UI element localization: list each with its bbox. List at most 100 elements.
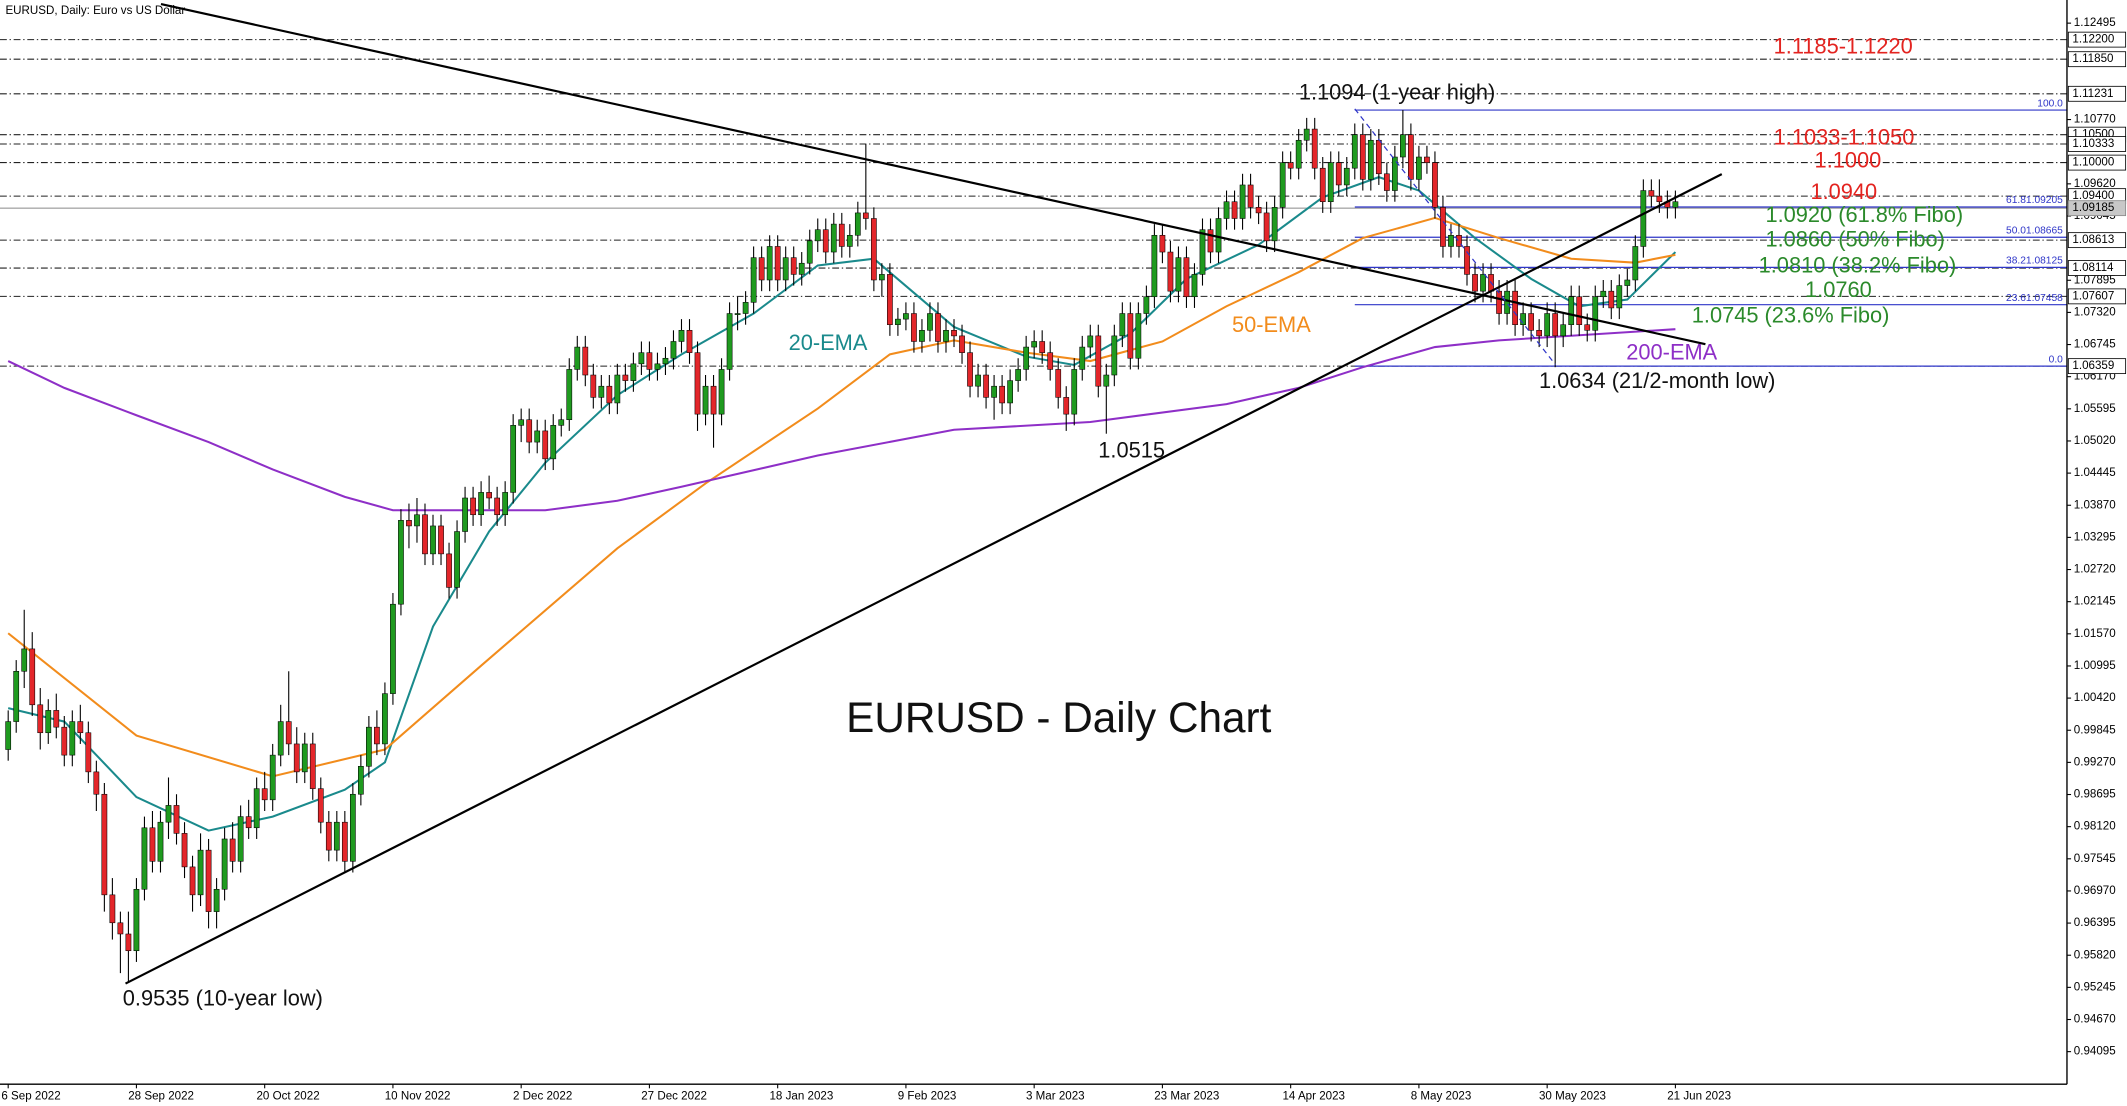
y-tick-label: 1.02720 xyxy=(2074,564,2116,576)
candle-body xyxy=(686,330,693,353)
y-tick-label: 1.06170 xyxy=(2074,371,2116,383)
candle-body xyxy=(149,827,156,862)
candle-body xyxy=(798,262,805,275)
candle-body xyxy=(109,894,116,924)
y-tick-label: 0.99270 xyxy=(2074,756,2116,768)
candle-body xyxy=(646,352,653,370)
candle-body xyxy=(1191,274,1198,298)
candle-body xyxy=(1608,290,1615,309)
candle-body xyxy=(582,346,589,376)
candle-body xyxy=(414,514,420,527)
candle-body xyxy=(1239,184,1246,219)
x-tick-label: 20 Oct 2022 xyxy=(256,1091,319,1103)
candle-body xyxy=(1504,290,1510,314)
candle-body xyxy=(277,721,284,756)
candle-body xyxy=(1039,341,1046,353)
candle-body xyxy=(502,492,509,516)
annotation: 1.1185-1.1220 xyxy=(1774,33,1913,58)
price-box xyxy=(2067,154,2127,171)
candle-body xyxy=(1279,162,1286,208)
fibo-label: 61.81.09205 xyxy=(2006,195,2063,206)
candle-body xyxy=(814,229,821,242)
y-tick-label: 1.07320 xyxy=(2074,306,2116,318)
y-tick-label: 0.95245 xyxy=(2074,981,2116,993)
candle-body xyxy=(261,788,268,801)
candle-body xyxy=(927,313,933,331)
candle-body xyxy=(1231,201,1238,219)
candle-body xyxy=(870,218,877,281)
price-box xyxy=(2067,51,2127,68)
candle-body xyxy=(1103,374,1110,387)
x-tick-label: 23 Mar 2023 xyxy=(1154,1091,1219,1103)
candle-body xyxy=(1408,134,1414,180)
x-tick-label: 21 Jun 2023 xyxy=(1667,1091,1731,1103)
x-tick-label: 10 Nov 2022 xyxy=(385,1091,451,1103)
candle-body xyxy=(1440,207,1446,247)
candle-body xyxy=(1584,324,1591,331)
candle-body xyxy=(1175,257,1182,292)
candle-body xyxy=(1303,128,1310,141)
candle-body xyxy=(1359,134,1366,180)
candle-body xyxy=(959,335,965,353)
candle-body xyxy=(550,425,557,460)
candle-body xyxy=(670,341,677,359)
candle-body xyxy=(237,816,244,862)
y-tick-label: 0.99845 xyxy=(2074,724,2116,736)
x-tick-label: 3 Mar 2023 xyxy=(1026,1091,1085,1103)
candle-body xyxy=(1319,167,1326,203)
fibo-ratio: 0.0 xyxy=(2049,354,2064,365)
candle-body xyxy=(638,352,645,365)
candle-body xyxy=(662,357,669,365)
y-tick-label: 1.03295 xyxy=(2074,531,2116,543)
price-box-label: 1.11850 xyxy=(2072,53,2113,65)
candle-body xyxy=(438,525,444,555)
annotation: 1.0860 (50% Fibo) xyxy=(1765,227,1944,252)
x-tick-label: 30 May 2023 xyxy=(1539,1091,1606,1103)
price-box-label: 1.08114 xyxy=(2072,262,2114,274)
candle-body xyxy=(943,330,949,342)
candle-body xyxy=(1263,212,1270,242)
ema-line xyxy=(7,176,1677,832)
candle-body xyxy=(398,520,404,605)
candle-body xyxy=(181,833,188,868)
candle-body xyxy=(1071,369,1078,415)
candle-body xyxy=(967,352,973,387)
candle-body xyxy=(1063,397,1070,415)
y-tick-label: 1.00420 xyxy=(2074,692,2116,704)
candle-body xyxy=(133,888,140,952)
candle-body xyxy=(253,788,260,829)
candle-body xyxy=(1055,369,1062,398)
candle-body xyxy=(213,888,220,912)
x-tick-label: 2 Dec 2022 xyxy=(513,1091,572,1103)
candle-body xyxy=(5,721,12,750)
candle-body xyxy=(1095,335,1102,387)
candle-body xyxy=(21,648,28,672)
candle-body xyxy=(678,330,685,342)
candle-body xyxy=(125,933,132,952)
candle-body xyxy=(919,330,925,342)
annotation: 1.0515 xyxy=(1098,437,1165,462)
candle-body xyxy=(1031,341,1038,348)
candle-body xyxy=(1143,296,1150,314)
price-box-label: 1.09400 xyxy=(2072,190,2114,202)
candle-body xyxy=(1496,290,1502,314)
y-tick-label: 1.03870 xyxy=(2074,499,2116,511)
candle-body xyxy=(726,313,733,370)
candle-body xyxy=(566,369,573,421)
candle-body xyxy=(165,805,172,823)
candle-body xyxy=(382,693,388,745)
candle-body xyxy=(574,346,581,370)
y-tick-label: 1.05595 xyxy=(2074,403,2116,415)
candle-body xyxy=(37,704,44,734)
candle-body xyxy=(1351,134,1358,169)
candle-body xyxy=(734,313,741,315)
price-box-label: 1.12200 xyxy=(2072,34,2114,46)
candle-body xyxy=(1560,324,1567,337)
candle-body xyxy=(358,766,364,795)
candle-body xyxy=(1159,234,1166,253)
candle-body xyxy=(1400,134,1406,158)
candle-body xyxy=(173,805,180,834)
candle-body xyxy=(1656,195,1663,203)
fibo-ratio: 50.0 xyxy=(2006,225,2026,236)
candle-body xyxy=(85,732,92,773)
